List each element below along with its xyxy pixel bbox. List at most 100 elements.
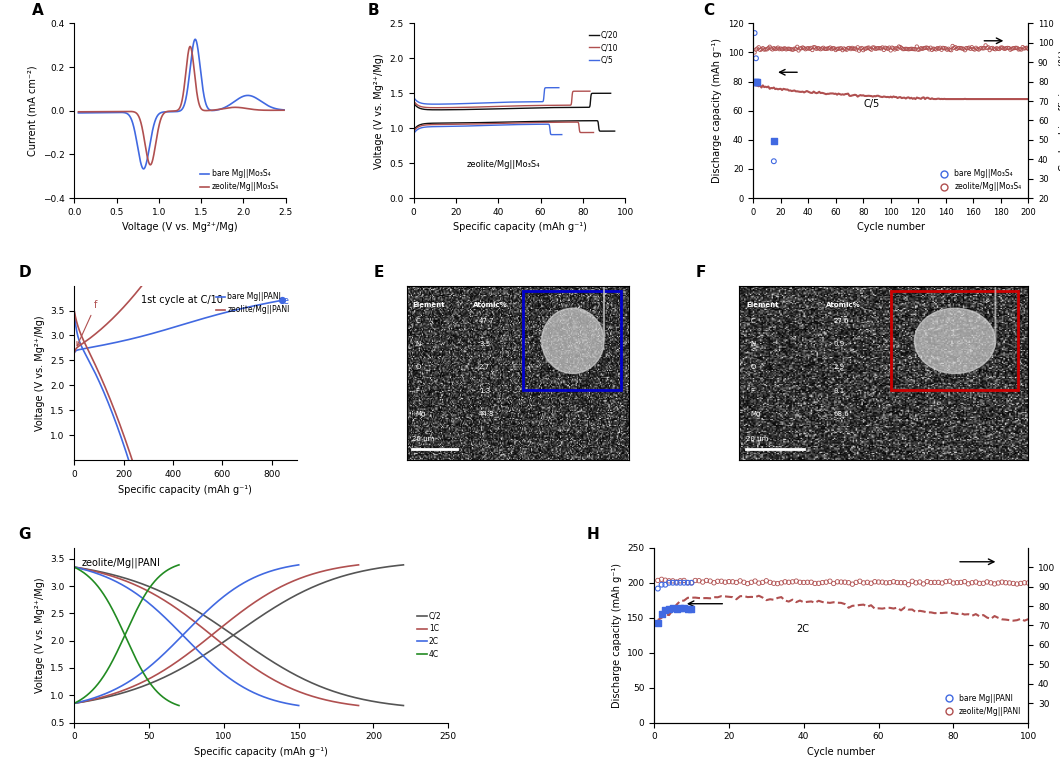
Text: F: F — [416, 388, 420, 394]
X-axis label: Specific capacity (mAh g⁻¹): Specific capacity (mAh g⁻¹) — [119, 485, 252, 495]
Point — [872, 42, 889, 54]
zeolite/Mg||Mo₃S₄ — [172, 105, 184, 114]
Line: bare Mg||Mo₃S₄: bare Mg||Mo₃S₄ — [78, 40, 284, 169]
Point — [885, 576, 902, 588]
Legend: bare Mg||PANI, zeolite/Mg||PANI: bare Mg||PANI, zeolite/Mg||PANI — [938, 691, 1024, 719]
Point — [273, 294, 290, 307]
Point — [1008, 578, 1025, 591]
Point — [773, 577, 790, 589]
C/20 — [589, 116, 602, 125]
Point — [867, 43, 884, 55]
Point — [1011, 43, 1028, 55]
Point — [833, 42, 850, 54]
Point — [650, 616, 667, 629]
zeolite/Mg||Mo₃S₄ — [183, 42, 196, 51]
Point — [996, 43, 1013, 55]
Point — [991, 43, 1008, 55]
Point — [760, 42, 777, 54]
2C — [176, 631, 189, 640]
2C — [293, 560, 305, 570]
Text: 20 μm: 20 μm — [412, 436, 435, 441]
Point — [940, 43, 957, 55]
Point — [709, 575, 726, 587]
C/2 — [246, 618, 259, 627]
Point — [870, 576, 887, 588]
Point — [788, 575, 805, 587]
Point — [782, 43, 799, 55]
Point — [793, 42, 810, 54]
Point — [675, 574, 692, 587]
Legend: C/20, C/10, C/5: C/20, C/10, C/5 — [586, 27, 621, 68]
Point — [964, 577, 981, 589]
Text: 44.8: 44.8 — [479, 411, 494, 417]
Point — [1002, 44, 1019, 56]
Text: e: e — [283, 296, 289, 306]
Point — [984, 42, 1001, 54]
Text: 20 μm: 20 μm — [746, 436, 768, 441]
Point — [938, 44, 955, 56]
Point — [747, 52, 764, 64]
Point — [792, 576, 809, 588]
Point — [820, 42, 837, 54]
Point — [672, 601, 689, 614]
Text: 2C: 2C — [796, 624, 809, 634]
Point — [874, 41, 891, 54]
Point — [936, 42, 953, 54]
Point — [746, 47, 763, 59]
Point — [756, 44, 773, 56]
Point — [983, 577, 1000, 589]
Point — [765, 577, 782, 590]
Text: D: D — [19, 265, 31, 280]
C/20 — [604, 127, 617, 136]
Y-axis label: Discharge capacity (mAh g⁻¹): Discharge capacity (mAh g⁻¹) — [612, 563, 621, 708]
Line: bare Mg||PANI: bare Mg||PANI — [74, 312, 143, 509]
Point — [660, 575, 677, 587]
Point — [761, 40, 778, 53]
Point — [811, 42, 828, 54]
Point — [653, 573, 670, 586]
C/5 — [407, 129, 420, 138]
Point — [826, 42, 843, 54]
Point — [672, 574, 689, 587]
Text: O: O — [750, 364, 756, 371]
Point — [785, 43, 802, 55]
Point — [770, 577, 787, 590]
zeolite/Mg||Mo₃S₄ — [144, 160, 157, 169]
Point — [903, 43, 920, 55]
zeolite/Mg||Mo₃S₄ — [72, 107, 85, 117]
4C — [68, 699, 81, 708]
Point — [912, 44, 929, 56]
Point — [951, 42, 968, 54]
Point — [888, 577, 905, 589]
Text: N: N — [416, 341, 421, 347]
Point — [757, 44, 774, 56]
Text: F: F — [750, 388, 755, 394]
C/10 — [493, 119, 506, 128]
Point — [138, 274, 155, 287]
Point — [949, 43, 966, 55]
Line: 1C: 1C — [74, 565, 358, 703]
Point — [824, 43, 841, 55]
Point — [946, 42, 962, 54]
Point — [935, 42, 952, 54]
Point — [891, 41, 908, 54]
Point — [834, 44, 851, 57]
bare Mg||Mo₃S₄ — [189, 35, 201, 44]
bare Mg||PANI — [76, 344, 89, 354]
Point — [852, 43, 869, 55]
4C — [154, 571, 166, 580]
C/10 — [576, 128, 588, 138]
Point — [799, 42, 816, 54]
C/10 — [554, 117, 567, 127]
4C — [118, 632, 130, 642]
Point — [944, 577, 961, 589]
Point — [675, 601, 692, 614]
Point — [986, 577, 1003, 590]
Point — [717, 576, 734, 588]
Point — [922, 577, 939, 589]
Point — [965, 43, 982, 55]
Point — [1014, 41, 1031, 54]
1C — [352, 560, 365, 570]
Text: 2.9: 2.9 — [833, 364, 844, 371]
Point — [931, 43, 948, 55]
